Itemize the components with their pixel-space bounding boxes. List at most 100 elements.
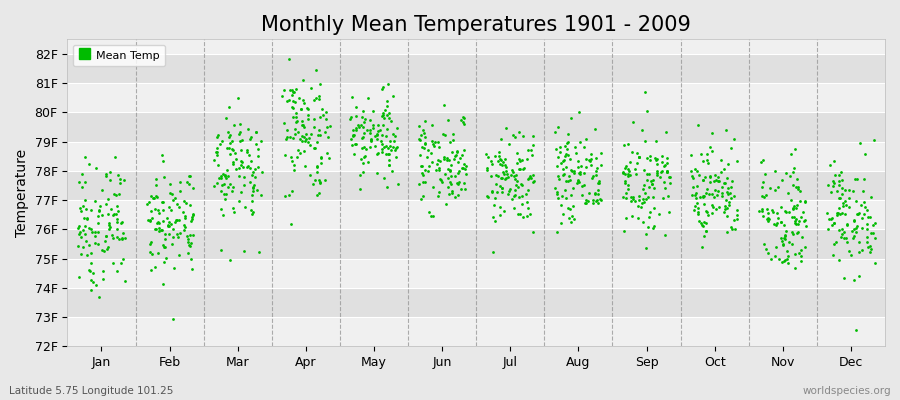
Point (832, 257, 846, 263)
Point (104, 232, 119, 238)
Point (109, 192, 123, 198)
Point (166, 265, 181, 272)
Point (320, 150, 335, 156)
Point (656, 194, 670, 201)
Point (491, 173, 506, 179)
Point (566, 170, 580, 176)
Point (548, 129, 562, 135)
Point (438, 201, 453, 207)
Point (413, 136, 428, 143)
Point (436, 156, 451, 162)
Point (427, 141, 441, 148)
Point (768, 253, 782, 260)
Point (567, 168, 581, 174)
Point (158, 231, 172, 237)
Point (167, 219, 182, 226)
Bar (68, 54, 885, 83)
Point (860, 207, 875, 214)
Point (720, 185, 734, 191)
Point (93, 203, 107, 209)
Point (142, 199, 157, 205)
Point (453, 178, 467, 185)
Point (450, 158, 464, 165)
Point (286, 113, 301, 120)
Point (251, 146, 266, 152)
Point (717, 180, 732, 186)
Point (699, 156, 714, 163)
Point (492, 204, 507, 210)
Point (789, 221, 804, 228)
Point (573, 171, 588, 178)
Point (792, 217, 806, 224)
Point (84, 286, 98, 293)
Point (790, 202, 805, 208)
Point (835, 226, 850, 232)
Point (724, 226, 739, 232)
Point (321, 154, 336, 161)
Point (577, 182, 591, 189)
Point (858, 151, 872, 157)
Point (450, 180, 464, 186)
Point (162, 219, 176, 226)
Point (549, 146, 563, 152)
Point (495, 159, 509, 165)
Point (310, 67, 324, 73)
Point (296, 148, 310, 154)
Point (422, 208, 436, 215)
Point (246, 184, 260, 191)
Point (492, 211, 507, 218)
Point (557, 153, 572, 160)
Point (698, 192, 712, 199)
Point (92, 208, 106, 214)
Point (292, 95, 306, 102)
Point (161, 222, 176, 228)
Point (298, 138, 312, 144)
Point (353, 186, 367, 192)
Point (781, 238, 796, 245)
Point (562, 155, 577, 162)
Point (693, 150, 707, 157)
Point (234, 189, 248, 196)
Point (561, 205, 575, 211)
Point (292, 129, 306, 136)
Point (581, 157, 596, 163)
Point (314, 160, 328, 166)
Point (166, 226, 180, 232)
Point (443, 166, 457, 173)
Point (626, 196, 640, 202)
Point (621, 141, 635, 147)
Point (221, 129, 236, 136)
Point (526, 133, 541, 139)
Point (703, 172, 717, 179)
Point (864, 246, 878, 253)
Point (322, 123, 337, 129)
Point (118, 235, 132, 242)
Point (148, 264, 163, 270)
Point (548, 185, 562, 191)
Point (566, 185, 580, 192)
Point (717, 166, 732, 172)
Point (292, 135, 307, 142)
Point (832, 182, 846, 188)
Point (149, 194, 164, 200)
Point (285, 89, 300, 95)
Point (860, 221, 874, 228)
Point (86, 278, 100, 285)
Point (700, 150, 715, 157)
Point (356, 124, 371, 130)
Point (756, 241, 770, 247)
Point (178, 213, 193, 219)
Point (302, 142, 317, 148)
Point (436, 102, 451, 108)
Point (644, 178, 659, 184)
Point (144, 267, 158, 274)
Point (777, 222, 791, 229)
Point (835, 203, 850, 209)
Point (826, 220, 841, 226)
Point (391, 180, 405, 187)
Point (306, 124, 320, 130)
Point (380, 103, 394, 109)
Point (227, 209, 241, 215)
Point (519, 199, 534, 206)
Point (456, 115, 471, 122)
